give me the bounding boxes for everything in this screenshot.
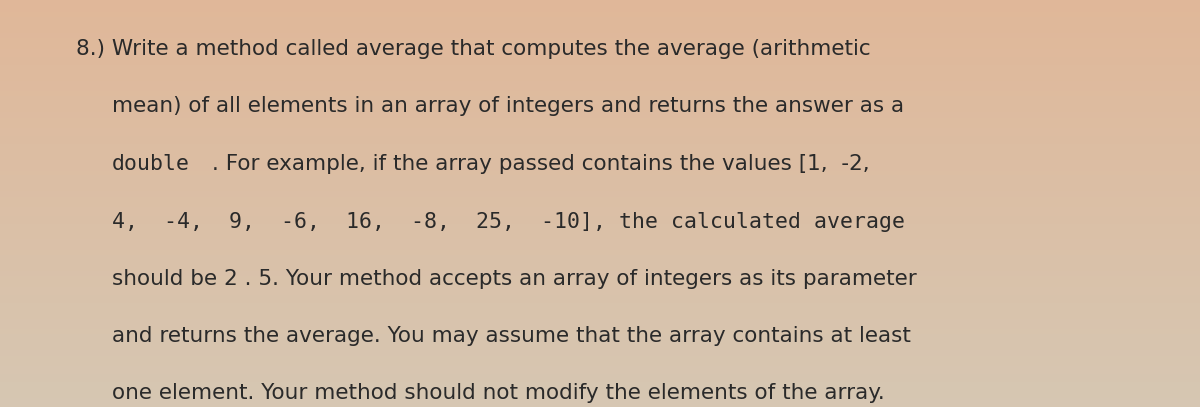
Text: one element. Your method should not modify the elements of the array.: one element. Your method should not modi… bbox=[112, 383, 884, 403]
Text: 8.) Write a method called average that computes the average (arithmetic: 8.) Write a method called average that c… bbox=[76, 39, 870, 59]
Text: should be 2 . 5. Your method accepts an array of integers as its parameter: should be 2 . 5. Your method accepts an … bbox=[112, 269, 917, 289]
Text: mean) of all elements in an array of integers and returns the answer as a: mean) of all elements in an array of int… bbox=[112, 96, 904, 116]
Text: 4,  -4,  9,  -6,  16,  -8,  25,  -10], the calculated average: 4, -4, 9, -6, 16, -8, 25, -10], the calc… bbox=[112, 212, 905, 232]
Text: . For example, if the array passed contains the values [1,  -2,: . For example, if the array passed conta… bbox=[212, 154, 870, 174]
Text: and returns the average. You may assume that the array contains at least: and returns the average. You may assume … bbox=[112, 326, 911, 346]
Text: double: double bbox=[112, 154, 190, 174]
